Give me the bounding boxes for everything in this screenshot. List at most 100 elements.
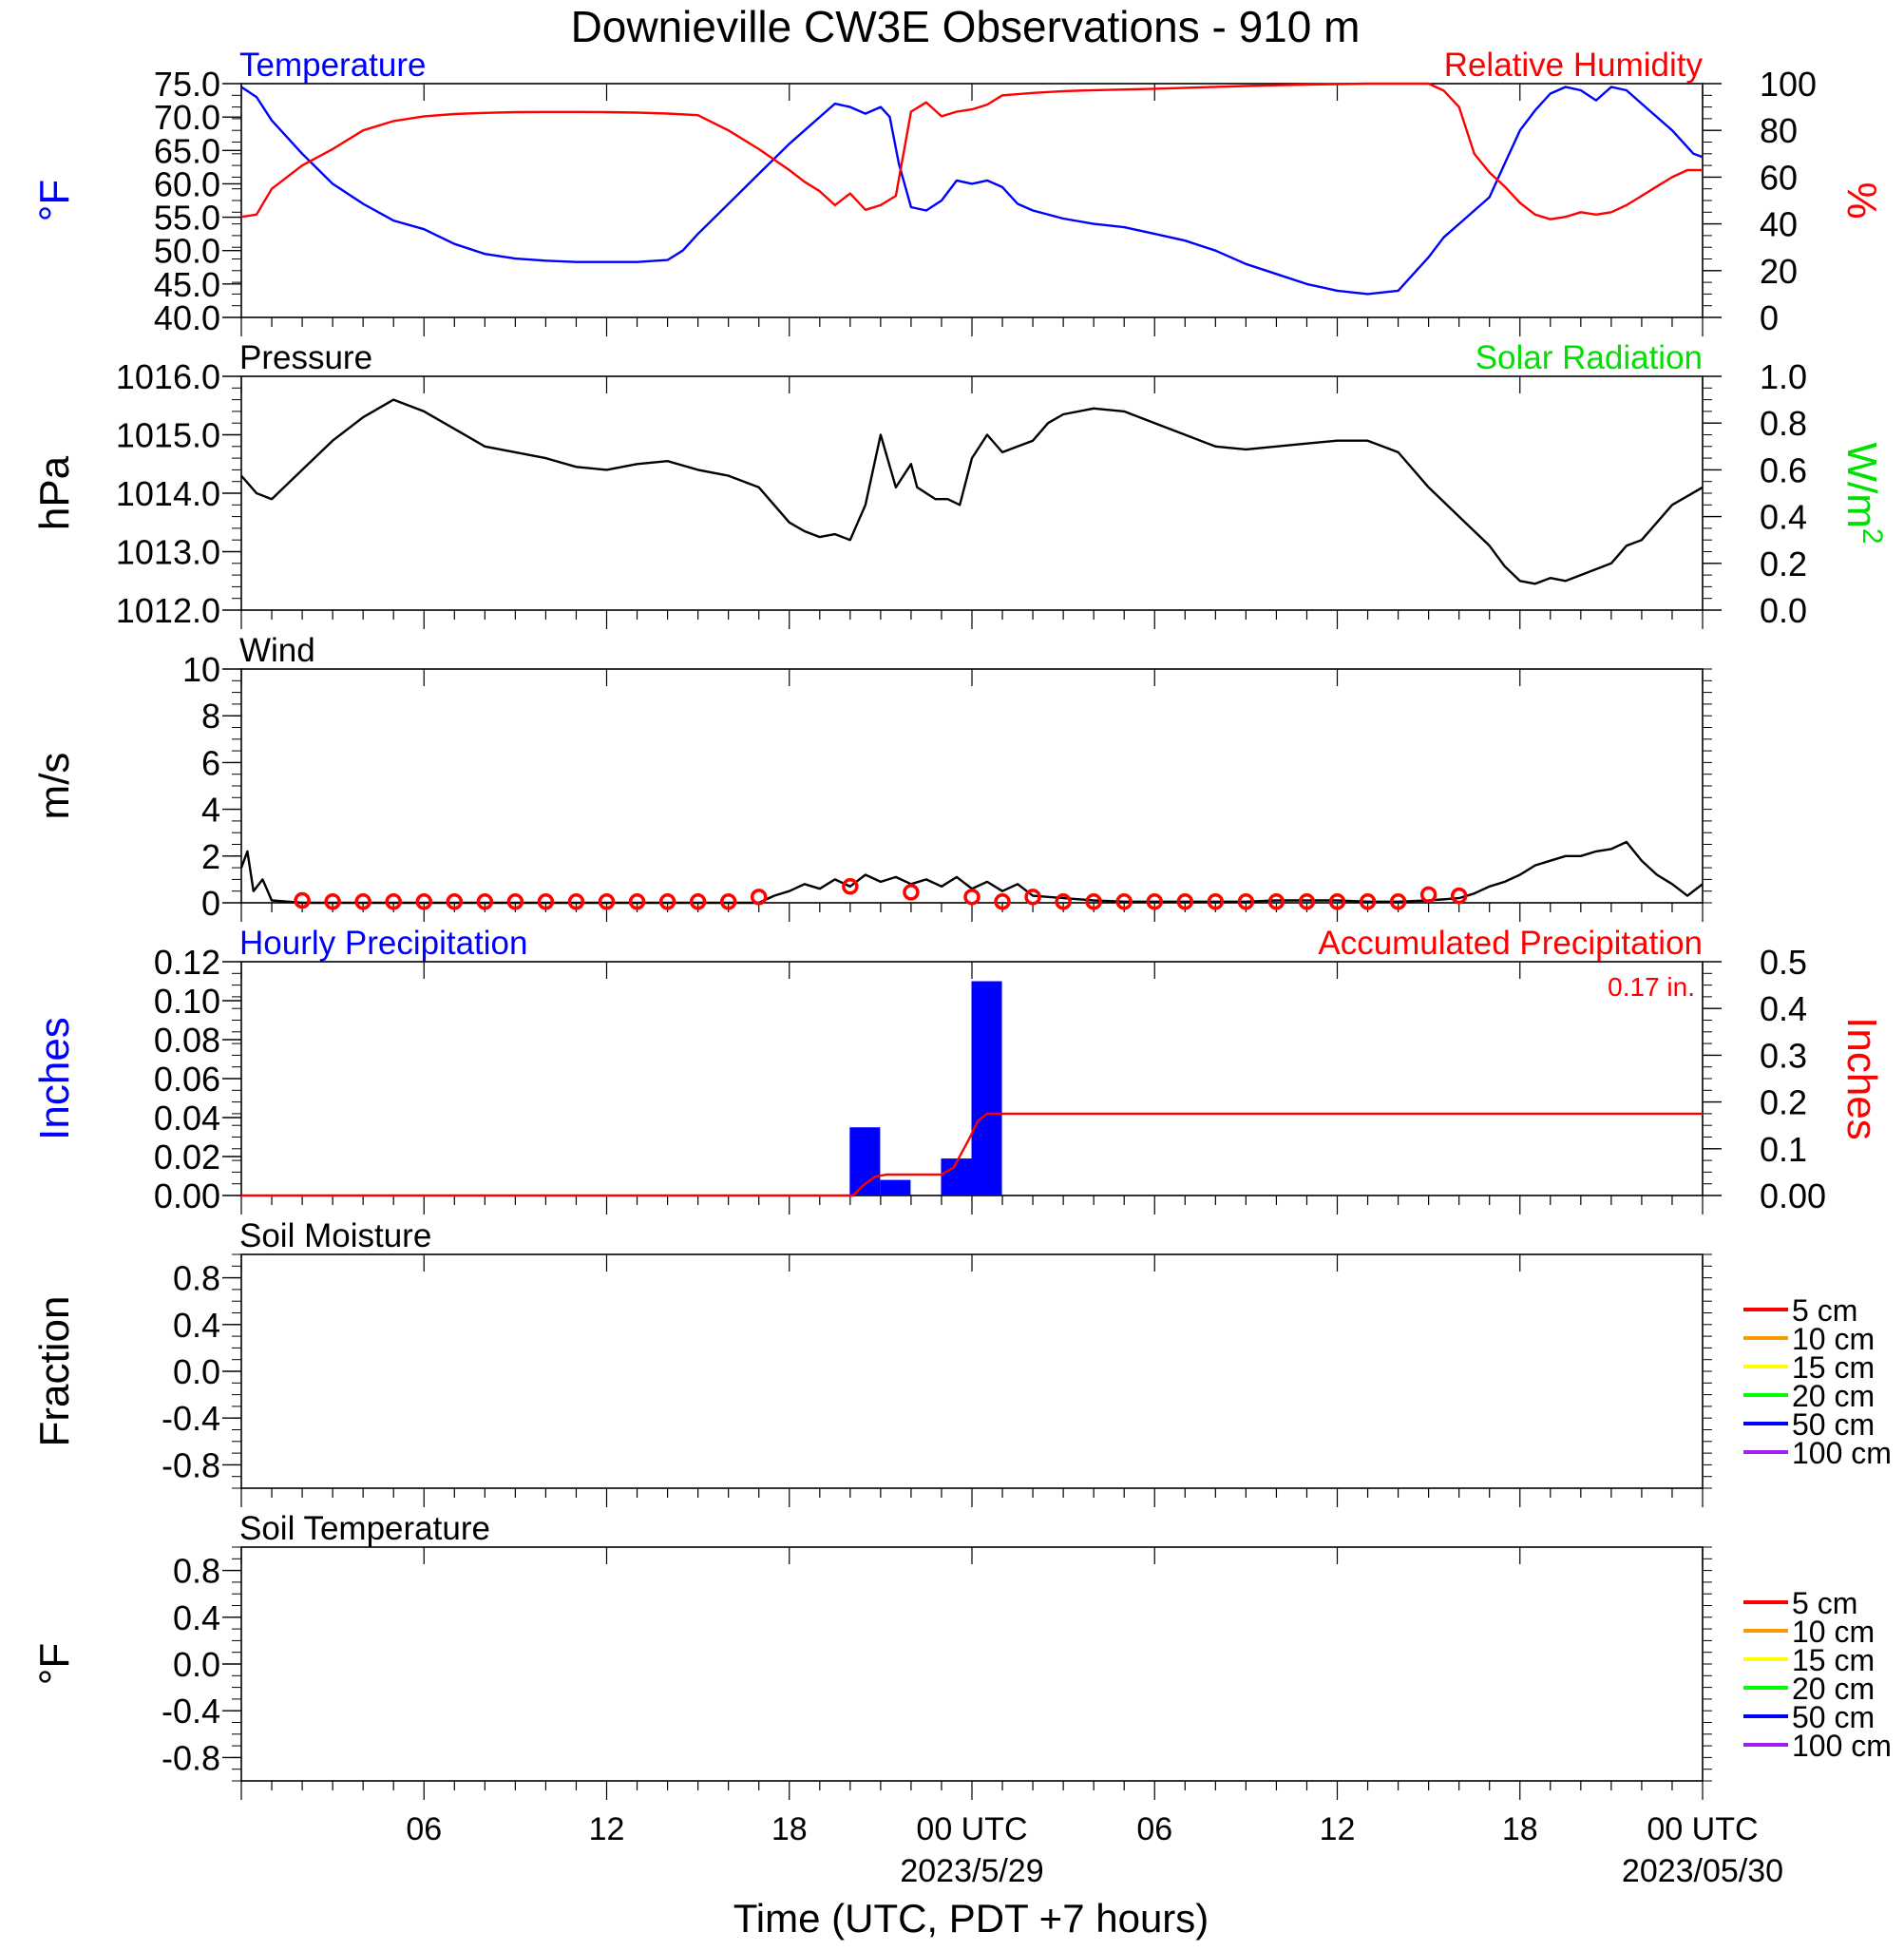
y-axis-label-left: °F — [31, 180, 78, 221]
plot-frame — [240, 1253, 1704, 1489]
y-axis-label-left: Fraction — [31, 1296, 78, 1447]
y-tick-label-left: -0.8 — [162, 1445, 220, 1484]
legend-label: 15 cm — [1792, 1643, 1875, 1677]
wind-direction-marker — [689, 893, 707, 910]
wind-direction-marker — [1024, 889, 1041, 906]
y-tick-label-right: 0.3 — [1760, 1036, 1807, 1075]
y-tick-label-left: 0.4 — [173, 1306, 220, 1345]
y-tick-label-right: 0.2 — [1760, 545, 1807, 583]
y-tick-label-left: -0.8 — [162, 1738, 220, 1777]
legend-label: 100 cm — [1792, 1436, 1892, 1470]
panel-soil_moisture: 0.8 0.4 0.0 -0.4 -0.8 Soil Moisture Fraction 5 … — [31, 1217, 1892, 1507]
x-axis-labels: 06 12 18 00 UTC 2023/5/29 06 12 18 00 UTC 2023/05… — [406, 1811, 1783, 1889]
wind-direction-marker — [963, 889, 981, 906]
y-tick-label-left: 70.0 — [154, 98, 220, 137]
y-tick-label-left: 0.0 — [173, 1352, 220, 1391]
wind-direction-marker — [294, 891, 311, 909]
wind-direction-marker — [415, 893, 432, 910]
y-tick-label-left: 0.02 — [154, 1138, 220, 1176]
wind-direction-marker — [1146, 893, 1163, 910]
precip-total-annotation: 0.17 in. — [1608, 972, 1695, 1002]
y-tick-label-left: 1012.0 — [116, 591, 220, 630]
y-tick-label-left: 45.0 — [154, 265, 220, 304]
y-tick-label-right: 0.2 — [1760, 1083, 1807, 1122]
wind-direction-marker — [1389, 893, 1407, 910]
y-axis-label-left: hPa — [31, 455, 78, 530]
x-tick-sublabel: 2023/05/30 — [1622, 1853, 1783, 1889]
wind-direction-marker — [537, 893, 555, 910]
panel-title-left: Temperature — [239, 47, 426, 84]
y-tick-label-left: 0.08 — [154, 1021, 220, 1060]
panel-title-left: Soil Temperature — [239, 1510, 490, 1547]
y-tick-label-left: 40.0 — [154, 298, 220, 337]
y-tick-label-left: 0.00 — [154, 1176, 220, 1215]
y-tick-label-left: 0.4 — [173, 1598, 220, 1637]
y-tick-label-right: 0.1 — [1760, 1130, 1807, 1169]
y-tick-label-right: 0.4 — [1760, 989, 1807, 1028]
y-tick-label-right: 20 — [1760, 252, 1798, 291]
wind-direction-marker — [719, 893, 737, 910]
y-tick-label-left: 0.06 — [154, 1060, 220, 1099]
precip-bar — [971, 981, 1002, 1195]
panel-precipitation: 0.120.100.080.060.040.020.000.50.40.30.2… — [31, 925, 1885, 1215]
wind-direction-marker — [842, 878, 859, 895]
chart-title: Downieville CW3E Observations - 910 m — [571, 2, 1361, 51]
y-tick-label-right: 0.4 — [1760, 498, 1807, 537]
wind-direction-marker — [1298, 893, 1316, 910]
panel-pressure: 1016.0 1015.0 1014.0 1013.0 1012.0 1.0 0.8 0.6 0… — [31, 339, 1888, 630]
y-tick-label-right: 0.8 — [1760, 404, 1807, 443]
wind-direction-marker — [324, 893, 341, 910]
y-axis-label-right: % — [1838, 182, 1885, 219]
y-tick-label-left: 0.10 — [154, 982, 220, 1021]
plot-frame — [240, 375, 1704, 611]
wind-direction-marker — [1115, 893, 1133, 910]
legend-label: 50 cm — [1792, 1700, 1875, 1734]
wind-direction-marker — [903, 884, 920, 901]
wind-direction-marker — [354, 893, 371, 910]
precip-bar — [880, 1179, 911, 1195]
legend-label: 15 cm — [1792, 1350, 1875, 1385]
y-tick-label-right: 1.0 — [1760, 357, 1807, 396]
legend-label: 20 cm — [1792, 1379, 1875, 1413]
series-line — [240, 398, 1704, 585]
y-axis-label-left: Inches — [31, 1017, 78, 1140]
wind-direction-marker — [1055, 893, 1072, 910]
y-tick-label-left: 8 — [201, 697, 220, 736]
y-tick-label-left: 50.0 — [154, 232, 220, 271]
x-tick-label: 18 — [1502, 1811, 1538, 1847]
wind-direction-marker — [506, 893, 524, 910]
series-line — [239, 840, 1704, 905]
y-tick-label-right: 80 — [1760, 111, 1798, 150]
panel-title-left: Soil Moisture — [239, 1217, 431, 1254]
legend-label: 10 cm — [1792, 1615, 1875, 1649]
y-axis-label-left: m/s — [31, 753, 78, 820]
series-line — [241, 1112, 1703, 1197]
panel-title-left: Wind — [239, 632, 315, 669]
y-tick-label-left: -0.4 — [162, 1692, 220, 1731]
panel-temperature_humidity: 75.070.065.060.055.050.045.040.0 100 80 60 4… — [31, 47, 1885, 337]
y-tick-label-right: 0.00 — [1760, 1176, 1826, 1215]
wind-direction-marker — [476, 893, 494, 910]
y-tick-label-right: 0.6 — [1760, 450, 1807, 489]
panel-title-right: Accumulated Precipitation — [1318, 925, 1703, 962]
wind-direction-marker — [567, 893, 585, 910]
y-tick-label-left: 60.0 — [154, 164, 220, 203]
y-tick-label-left: 1013.0 — [116, 533, 220, 572]
wind-direction-marker — [385, 893, 402, 910]
legend-label: 5 cm — [1792, 1293, 1857, 1328]
x-tick-label: 06 — [406, 1811, 442, 1847]
wind-direction-marker — [658, 893, 676, 910]
y-tick-label-left: 1016.0 — [116, 357, 220, 396]
y-tick-label-left: 1015.0 — [116, 416, 220, 455]
x-tick-label: 00 UTC — [916, 1811, 1027, 1847]
y-axis-label-right: Inches — [1838, 1017, 1885, 1140]
x-axis-title: Time (UTC, PDT +7 hours) — [733, 1896, 1209, 1941]
wind-direction-marker — [1237, 893, 1255, 910]
panel-title-right: Solar Radiation — [1476, 339, 1703, 376]
wind-direction-marker — [1419, 886, 1438, 904]
plot-frame — [240, 83, 1704, 318]
y-tick-label-left: 0.0 — [173, 1645, 220, 1684]
panels: 75.070.065.060.055.050.045.040.010080604… — [31, 47, 1892, 1889]
